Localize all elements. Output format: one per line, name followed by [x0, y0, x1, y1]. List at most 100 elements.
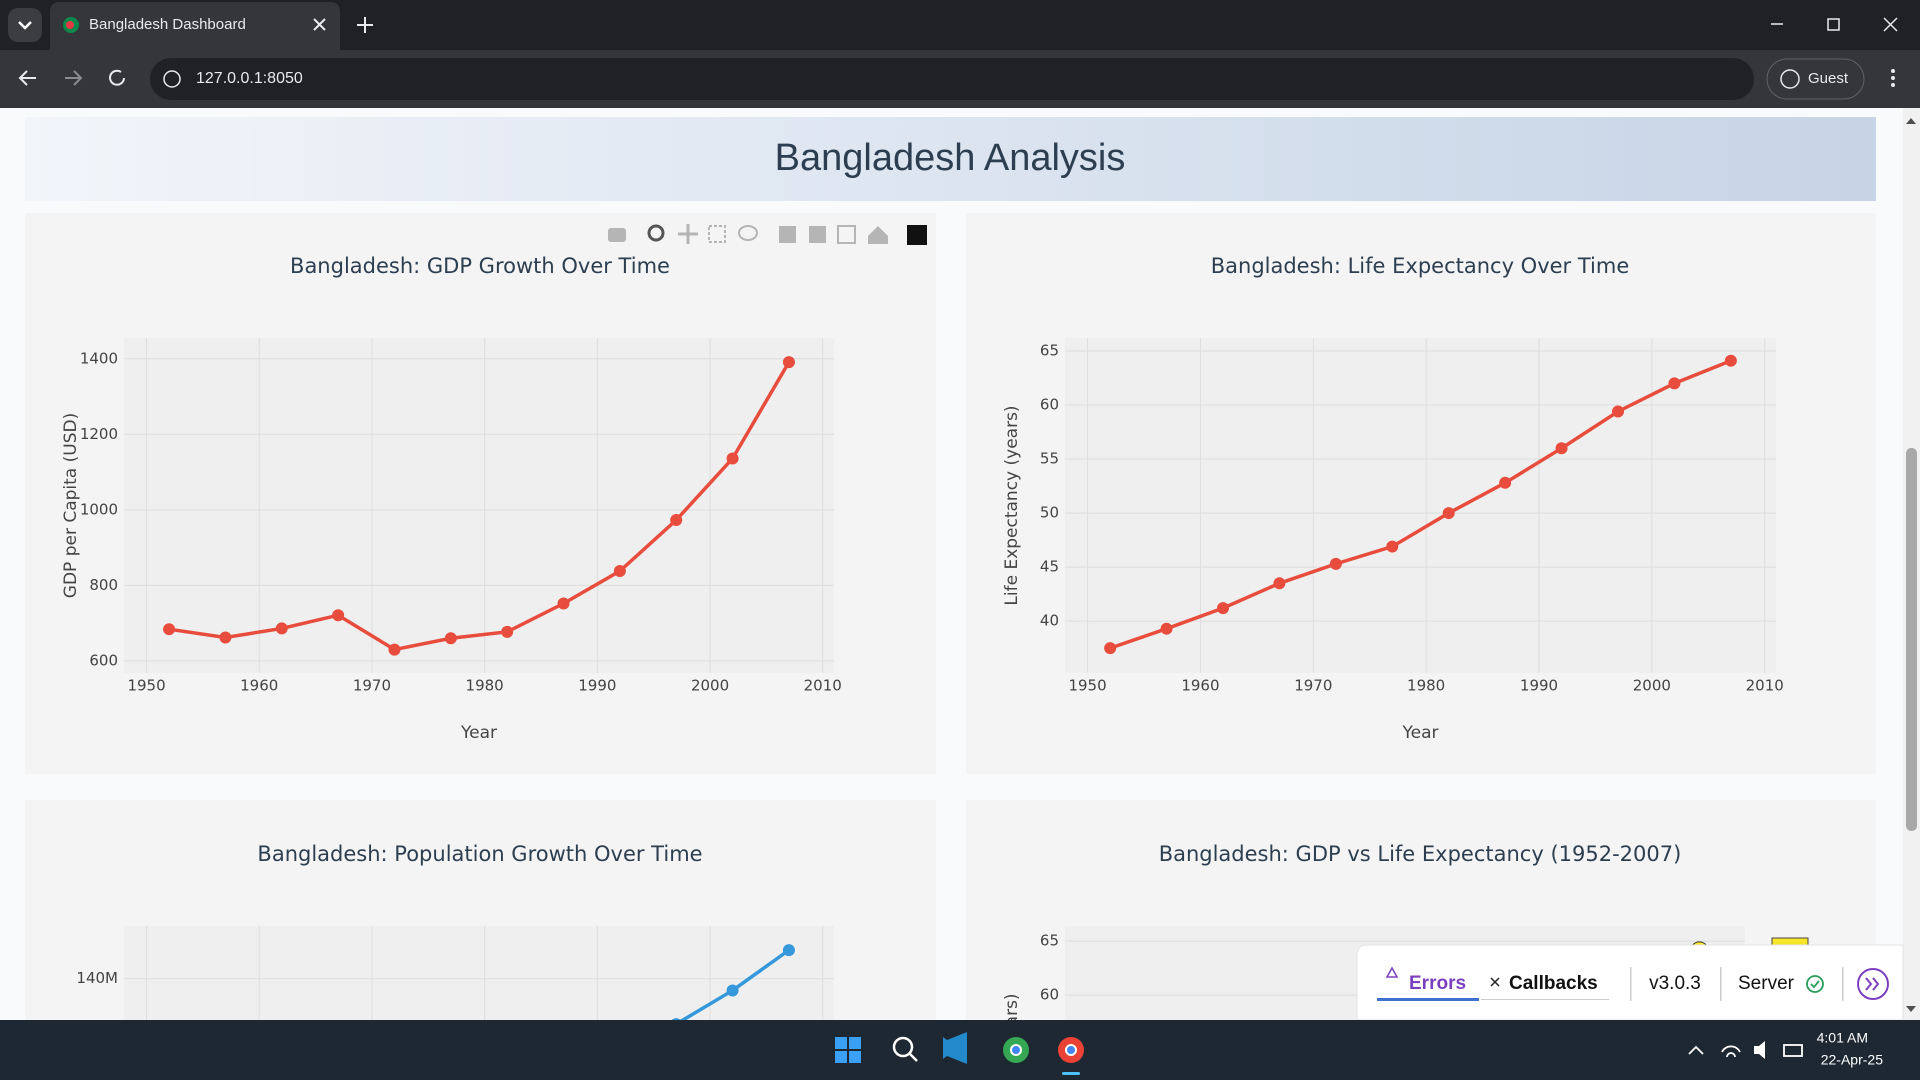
tab-search-button[interactable] [8, 8, 42, 42]
chart: Bangladesh: Population Growth Over Time 1… [76, 842, 834, 1020]
marker [219, 631, 232, 644]
line [1109, 359, 1732, 650]
pan-icon[interactable] [678, 224, 698, 244]
page-title: Bangladesh Analysis [775, 137, 1126, 179]
clock-time[interactable]: 4:01 AM [1817, 1030, 1868, 1046]
lasso-icon[interactable] [738, 225, 758, 241]
camera-icon[interactable] [608, 228, 626, 242]
marker [388, 643, 401, 656]
address-bar[interactable] [150, 58, 1754, 100]
search-button[interactable] [892, 1036, 914, 1058]
forward-button[interactable] [65, 70, 83, 86]
tab-underline [1377, 998, 1479, 1001]
start-button[interactable] [835, 1037, 861, 1063]
header-banner [25, 117, 1876, 201]
reload-button[interactable] [109, 69, 125, 86]
marker [1386, 540, 1399, 553]
clock-date[interactable]: 22-Apr-25 [1821, 1052, 1883, 1068]
profile-icon [1780, 69, 1800, 89]
marker [782, 356, 795, 369]
y-tick-label: 60 [1040, 986, 1059, 1004]
plot-area [124, 338, 834, 673]
box-select-icon[interactable] [708, 225, 726, 243]
zoom-icon[interactable] [647, 224, 665, 242]
volume-icon[interactable] [1754, 1041, 1765, 1059]
y-tick-label: 800 [89, 576, 118, 594]
zoom-in-icon[interactable] [779, 226, 796, 243]
plotly-logo[interactable] [907, 225, 927, 245]
zoom-out-icon[interactable] [809, 226, 826, 243]
marker [671, 1018, 681, 1020]
x-tick-label: 1990 [1520, 677, 1558, 695]
chrome-center [1065, 1044, 1077, 1056]
new-tab[interactable] [357, 17, 373, 33]
version: v3.0.3 [1649, 973, 1701, 994]
modebar [608, 224, 927, 245]
x-tick-label: 1960 [240, 677, 278, 695]
marker [670, 514, 683, 527]
chart: Bangladesh: Life Expectancy Over Time 40 4… [1002, 254, 1784, 743]
x-tick-label: 1990 [578, 677, 616, 695]
autoscale-icon[interactable] [837, 225, 856, 244]
wifi-icon[interactable] [1721, 1045, 1741, 1058]
server-status: Server [1738, 973, 1795, 994]
x-tick-label: 1970 [353, 677, 391, 695]
callbacks-icon [1490, 977, 1500, 987]
y-tick-label: 65 [1040, 341, 1059, 359]
battery-icon[interactable] [1783, 1044, 1803, 1057]
close-window[interactable] [1883, 17, 1898, 32]
collapse-button[interactable] [1857, 968, 1889, 1000]
errors-tab[interactable]: Errors [1409, 973, 1466, 994]
y-axis-title: Life Expectancy (years) [1002, 405, 1022, 605]
separator [1842, 967, 1844, 1001]
active-tab[interactable] [50, 2, 340, 50]
profile-button[interactable] [1766, 58, 1865, 100]
back-button[interactable] [18, 70, 36, 86]
marker [501, 625, 514, 638]
marker [1160, 622, 1173, 635]
collapse-icon [1865, 977, 1880, 991]
scrollbar-thumb[interactable] [1906, 448, 1917, 831]
menu-button[interactable] [1891, 69, 1895, 87]
y-tick-label: 45 [1040, 558, 1059, 576]
marker [444, 632, 457, 645]
active-indicator [1062, 1072, 1080, 1075]
y-tick-label: 50 [1040, 504, 1059, 522]
site-info-icon[interactable] [163, 70, 181, 88]
x-tick-label: 1960 [1181, 677, 1219, 695]
url[interactable]: 127.0.0.1:8050 [196, 70, 303, 87]
x-tick-label: 1980 [1407, 677, 1445, 695]
tray-overflow[interactable] [1688, 1045, 1704, 1055]
x-tick-label: 1970 [1294, 677, 1332, 695]
callbacks-tab[interactable]: Callbacks [1509, 973, 1598, 994]
marker [1329, 557, 1342, 570]
tab-close[interactable] [313, 18, 326, 31]
x-axis-title: Year [460, 723, 497, 743]
marker [1499, 476, 1512, 489]
vscode-icon[interactable] [943, 1032, 967, 1064]
x-tick-label: 1950 [1068, 677, 1106, 695]
marker [1217, 602, 1229, 615]
restore[interactable] [1827, 18, 1840, 31]
y-axis-title: GDP per Capita (USD) [61, 413, 81, 598]
x-tick-label: 1950 [127, 677, 165, 695]
x-axis-title: Year [1402, 723, 1439, 743]
marker [1668, 377, 1681, 390]
reset-icon[interactable] [868, 226, 888, 244]
x-tick-label: 1980 [466, 677, 504, 695]
marker [163, 623, 176, 636]
tab-title: Bangladesh Dashboard [89, 16, 246, 33]
marker [1104, 642, 1117, 655]
marker [726, 452, 739, 465]
dev-tools: Errors Callbacks v3.0.3 Server [1356, 944, 1904, 1021]
chart-title: Bangladesh: GDP vs Life Expectancy (1952… [1159, 842, 1682, 866]
profile-name: Guest [1808, 70, 1849, 87]
chrome-center [1010, 1044, 1022, 1056]
content: Bangladesh Analysis Bangladesh: GDP Grow… [25, 117, 1876, 1020]
separator [1630, 967, 1632, 1001]
y-tick-label: 60 [1040, 396, 1059, 414]
x-tick-label: 2000 [691, 677, 729, 695]
x-tick-label: 2010 [1746, 677, 1784, 695]
x-tick-label: 2000 [1633, 677, 1671, 695]
